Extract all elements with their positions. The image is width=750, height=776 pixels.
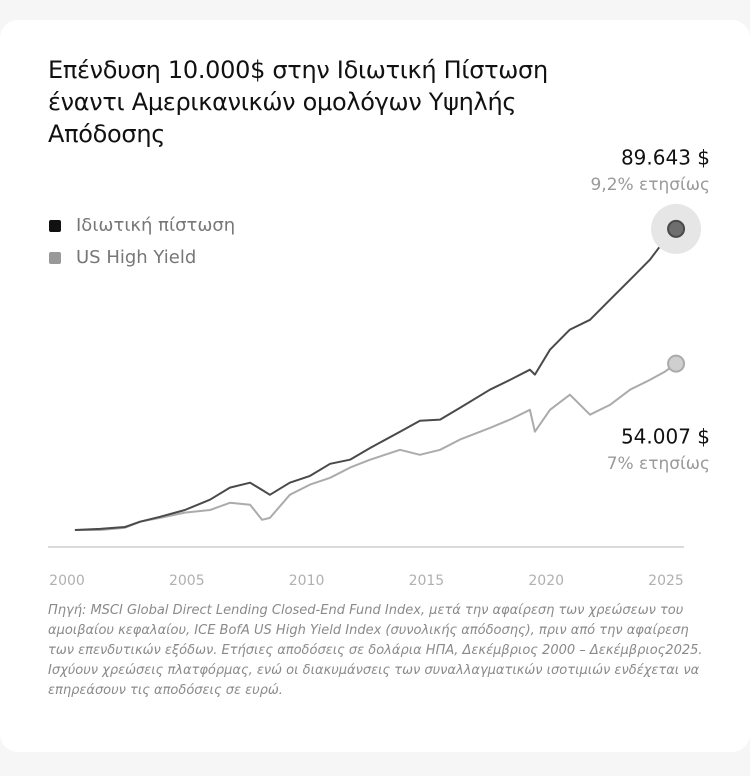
- footnote: Πηγή: MSCI Global Direct Lending Closed-…: [48, 603, 703, 698]
- x-tick-label: 2000: [49, 573, 85, 589]
- chart-title: Επένδυση 10.000$ στην Ιδιωτική Πίστωση έ…: [48, 56, 548, 148]
- x-tick-label: 2025: [648, 573, 684, 589]
- legend-swatch: [49, 220, 61, 232]
- line: [74, 362, 677, 531]
- annual-label: 7% ετησίως: [607, 454, 710, 474]
- x-tick-label: 2010: [289, 573, 325, 589]
- end-label: 89.643 $: [621, 146, 710, 170]
- x-tick-label: 2020: [528, 573, 564, 589]
- legend-label: US High Yield: [76, 247, 196, 268]
- end-point: [667, 354, 686, 373]
- legend-swatch: [49, 252, 61, 264]
- end-label: 54.007 $: [621, 425, 710, 449]
- card: [0, 20, 750, 752]
- x-tick-label: 2015: [409, 573, 445, 589]
- x-tick-label: 2005: [169, 573, 205, 589]
- legend-label: Ιδιωτική πίστωση: [76, 215, 235, 236]
- line: [74, 228, 677, 531]
- annual-label: 9,2% ετησίως: [590, 175, 710, 195]
- end-point: [667, 219, 686, 238]
